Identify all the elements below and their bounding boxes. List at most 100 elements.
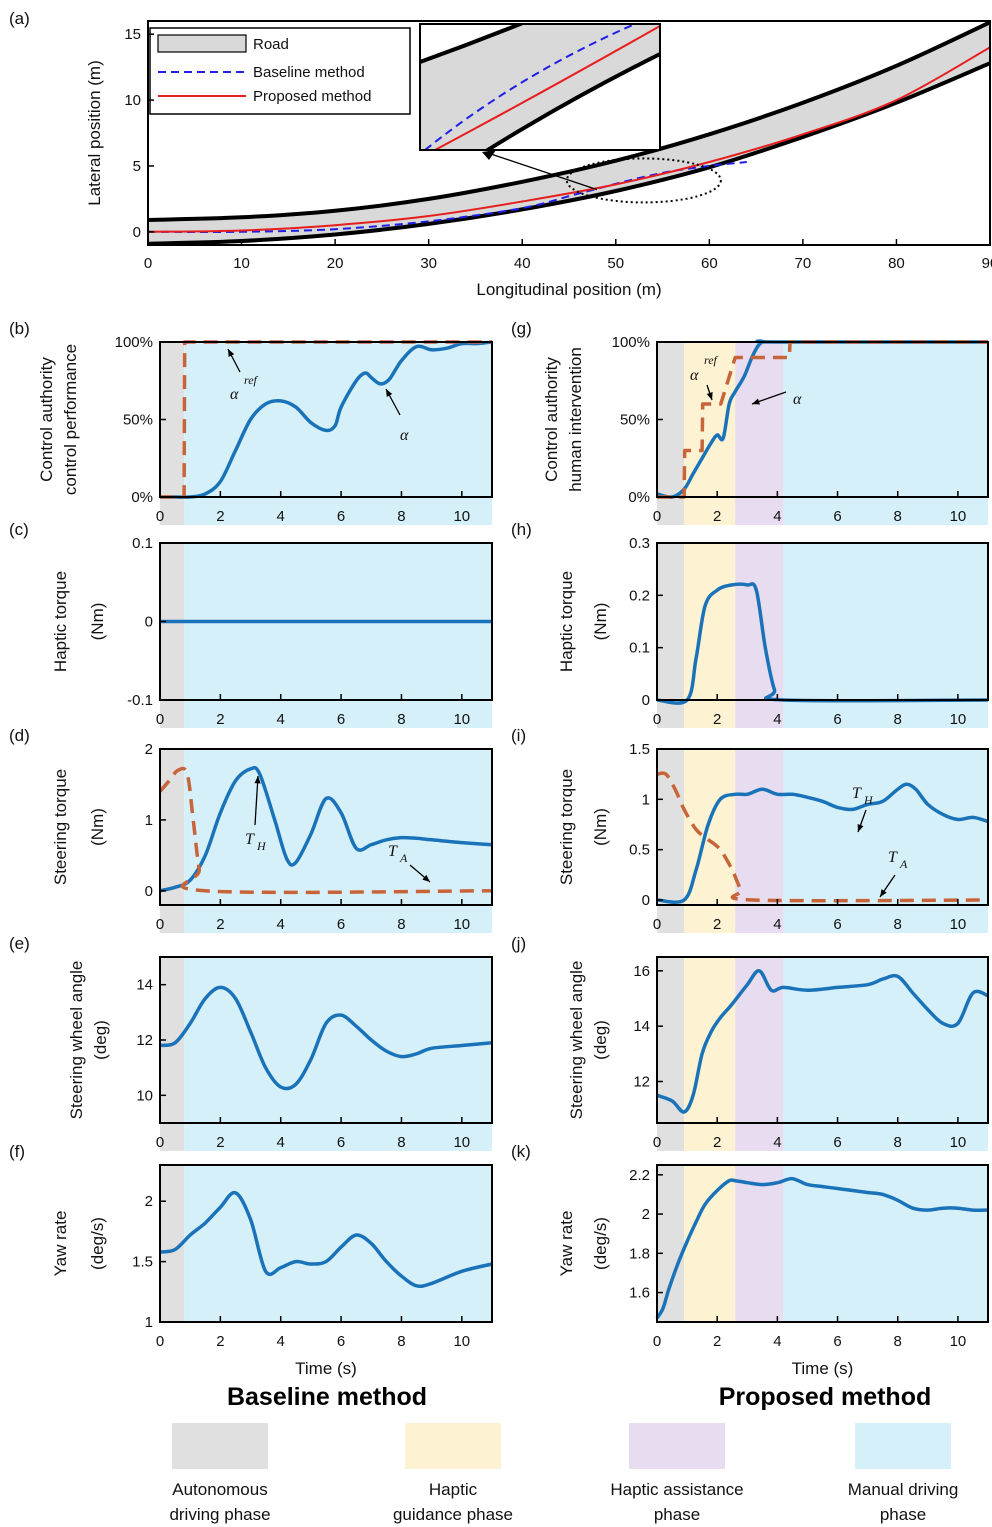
panel-k: 1.6 1.8 2 2.2 0 2 4 6 8 10 Time (s) Yaw rate (deg/s)… [511,1142,989,1378]
y-tick-label: 1.5 [132,1254,153,1271]
y-axis-label-1: Yaw rate [557,1211,576,1277]
y-tick-label: 0 [642,892,650,909]
proposed-line [147,46,991,233]
legend-proposed-label: Proposed method [253,88,371,105]
x-tick-label: 2 [713,711,721,728]
y-tick-label: 1 [145,812,153,829]
phase-label-line1: Manual driving [848,1480,959,1499]
y-tick-label: 100% [115,334,153,351]
road-upper-edge [147,20,991,222]
alpha-label: α [400,427,409,444]
x-axis-label: Time (s) [792,1359,854,1378]
x-tick-label: 0 [156,711,164,728]
TH-label: T [245,831,255,848]
panel-g: 0% 50% 100% 0 2 4 6 8 10 Control authority human i… [511,319,989,525]
phase-label-line1: Haptic assistance [610,1480,743,1499]
x-tick-label: 4 [277,508,285,525]
x-tick-label: 30 [420,255,437,272]
x-tick-label: 50 [607,255,624,272]
y-tick-label: 0.1 [132,535,153,552]
panel-label: (g) [511,319,532,338]
annotation-arrowhead [857,824,864,832]
phase-swatch [629,1423,725,1469]
phase-assistance [735,543,784,728]
x-tick-label: 2 [713,1134,721,1151]
y-axis-label-2: (Nm) [591,808,610,846]
y-tick-label: 0 [145,614,153,631]
y-tick-label: 1.5 [629,741,650,758]
baseline-line [147,161,747,234]
x-tick-label: 8 [894,1134,902,1151]
phase-legend-item: Manual driving phase [848,1423,959,1524]
x-tick-label: 0 [156,508,164,525]
x-tick-label: 2 [216,1333,224,1350]
x-tick-label: 6 [337,1333,345,1350]
annotation-arrowhead [254,776,261,784]
x-tick-label: 8 [397,508,405,525]
x-tick-label: 0 [156,1333,164,1350]
y-axis-label-2: (Nm) [88,603,107,641]
x-tick-label: 10 [950,508,967,525]
inset-baseline [424,24,636,150]
x-tick-label: 8 [397,1333,405,1350]
panel-a: Road Baseline method Proposed method 0 10 20 3… [9,9,992,299]
x-tick-label: 20 [327,255,344,272]
x-tick-label: 8 [894,711,902,728]
y-tick-label: 2 [642,1206,650,1223]
x-tick-label: 10 [950,1134,967,1151]
y-axis-label-1: Control authority [37,357,56,482]
zoom-ellipse [565,157,722,204]
x-tick-label: 0 [653,1333,661,1350]
x-tick-label: 8 [397,711,405,728]
phase-manual [783,342,988,525]
axes-frame [159,748,493,906]
legend-box [149,27,411,115]
inset-road [420,24,660,150]
panel-label: (d) [9,726,30,745]
x-tick-label: 80 [888,255,905,272]
annotation-arrowhead [228,349,235,357]
x-axis-label: Longitudinal position (m) [476,280,661,299]
phase-autonomous [160,749,185,933]
proposed-method-title: Proposed method [719,1383,932,1411]
panel-label: (b) [9,319,30,338]
x-tick-label: 0 [653,916,661,933]
series-α [160,340,493,499]
y-tick-label: 5 [133,158,141,175]
y-tick-label: 16 [633,963,650,980]
x-tick-label: 6 [337,711,345,728]
x-tick-label: 4 [773,1333,781,1350]
x-axis-label: Time (s) [295,1359,357,1378]
y-tick-label: 1 [642,791,650,808]
x-tick-label: 4 [773,1134,781,1151]
inset-border [419,23,661,151]
y-tick-label: 0.1 [629,640,650,657]
inset-road-upper [420,24,526,64]
y-tick-label: 50% [620,412,650,429]
x-tick-label: 10 [950,711,967,728]
panel-label: (f) [9,1142,25,1161]
legend-baseline-label: Baseline method [253,64,365,81]
phase-manual [184,957,493,1151]
y-axis-label-2: (Nm) [591,603,610,641]
x-tick-label: 8 [894,508,902,525]
y-axis-label-1: Steering wheel angle [567,961,586,1120]
x-tick-label: 8 [894,1333,902,1350]
phase-swatch [855,1423,951,1469]
phase-swatch [172,1423,268,1469]
y-axis-label-1: Haptic torque [557,571,576,672]
x-tick-label: 6 [337,508,345,525]
x-tick-label: 6 [337,916,345,933]
y-tick-label: 0 [642,692,650,709]
x-tick-label: 8 [894,916,902,933]
zoom-arrowhead [482,150,496,160]
phase-label-line1: Autonomous [172,1480,267,1499]
zoom-arrow [487,152,598,191]
panel-label: (c) [9,520,29,539]
TA-sub: A [399,851,408,865]
y-tick-label: 0 [145,883,153,900]
y-tick-label: 12 [633,1074,650,1091]
baseline-method-title: Baseline method [227,1383,427,1411]
